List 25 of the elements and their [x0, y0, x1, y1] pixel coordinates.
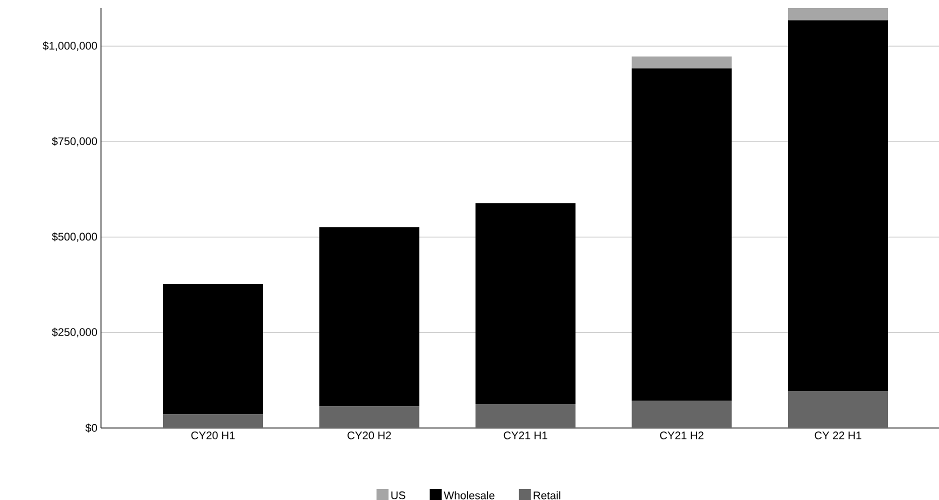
bar	[632, 68, 732, 401]
y-tick-label: $1,000,000	[42, 41, 98, 51]
y-tick-label: $0	[85, 424, 98, 432]
bar	[788, 20, 888, 391]
bar	[476, 203, 576, 404]
y-tick-label: $500,000	[52, 232, 98, 242]
bar	[476, 404, 576, 428]
x-tick-label: CY21 H1	[504, 432, 548, 440]
legend-label: Wholesale	[444, 491, 494, 500]
y-tick-label: $250,000	[52, 328, 98, 338]
x-tick-label: CY 22 H1	[814, 432, 862, 440]
bar	[319, 227, 420, 406]
legend-label: US	[391, 491, 406, 500]
bar	[788, 8, 888, 20]
bar	[319, 406, 420, 428]
legend-label: Retail	[534, 491, 560, 500]
bar	[632, 400, 732, 428]
bar	[632, 56, 732, 68]
bar	[163, 284, 263, 414]
x-tick-label: CY20 H2	[348, 432, 391, 440]
y-tick-label: $750,000	[52, 136, 98, 146]
x-tick-label: CY20 H1	[191, 432, 235, 440]
x-tick-label: CY21 H2	[660, 432, 704, 440]
bar	[788, 390, 888, 428]
bar	[163, 414, 263, 428]
